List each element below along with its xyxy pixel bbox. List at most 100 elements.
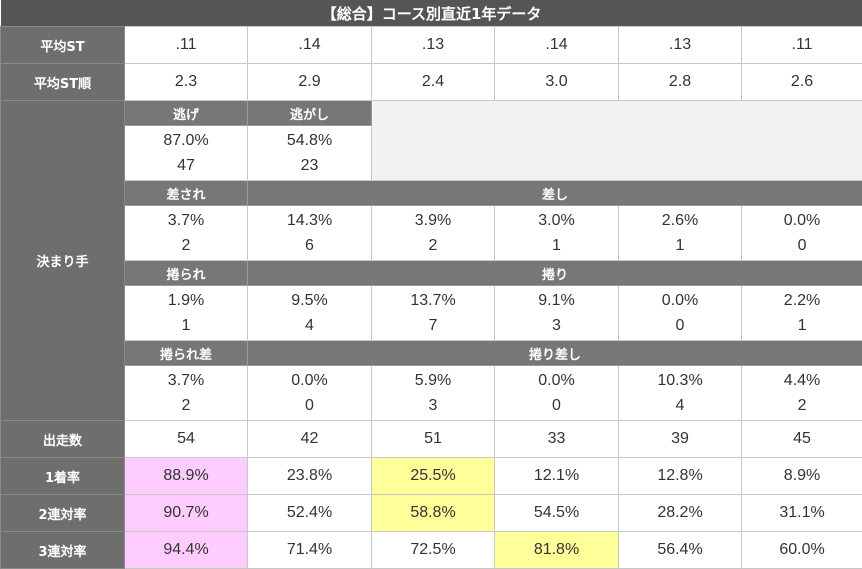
top2-rate-course-2: 52.4% [248,495,372,532]
sasare-count: 2 [125,233,247,258]
makurare-count: 1 [125,313,247,338]
sashi-course-6: 0.0% 0 [742,206,862,261]
starts-course-3: 51 [372,421,495,458]
nigashi-pct: 54.8% [248,128,371,153]
kimarite-label-makurare: 捲られ [125,261,248,286]
top3-rate-course-2: 71.4% [248,532,372,569]
top2-rate-course-3: 58.8% [372,495,495,532]
makurare-sa-cell: 3.7% 2 [125,366,248,421]
makuri-course-5: 0.0% 0 [619,286,742,341]
avg-st-course-2: .14 [248,27,372,64]
kimarite-makuri-sashi-header-row: 捲られ差 捲り差し [1,341,862,366]
sashi-count: 1 [619,233,741,258]
makuri-sashi-pct: 10.3% [619,368,741,393]
kimarite-label-makurare-sa: 捲られ差 [125,341,248,366]
top2-rate-course-6: 31.1% [742,495,862,532]
avg-st-course-4: .14 [495,27,619,64]
win-rate-course-3: 25.5% [372,458,495,495]
makuri-sashi-course-4: 0.0% 0 [495,366,619,421]
makuri-sashi-count: 0 [495,393,618,418]
makuri-sashi-pct: 0.0% [248,368,371,393]
avg-st-rank-course-1: 2.3 [125,64,248,101]
makuri-count: 7 [372,313,494,338]
kimarite-makuri-header-row: 捲られ 捲り [1,261,862,286]
nige-pct: 87.0% [125,128,247,153]
sashi-course-4: 3.0% 1 [495,206,619,261]
makuri-count: 1 [742,313,862,338]
makuri-count: 4 [248,313,371,338]
kimarite-label-makuri-sashi: 捲り差し [248,341,862,366]
sasare-cell: 3.7% 2 [125,206,248,261]
win-rate-course-4: 12.1% [495,458,619,495]
makuri-course-2: 9.5% 4 [248,286,372,341]
sashi-course-5: 2.6% 1 [619,206,742,261]
sashi-count: 2 [372,233,494,258]
top3-rate-course-4: 81.8% [495,532,619,569]
makuri-sashi-count: 4 [619,393,741,418]
avg-st-row: 平均ST .11 .14 .13 .14 .13 .11 [1,27,862,64]
kimarite-makuri-sashi-values-row: 3.7% 2 0.0% 0 5.9% 3 0.0% 0 10.3% 4 4.4%… [1,366,862,421]
row-header-avg-st-rank: 平均ST順 [1,64,125,101]
starts-row: 出走数 54 42 51 33 39 45 [1,421,862,458]
row-header-avg-st: 平均ST [1,27,125,64]
win-rate-course-5: 12.8% [619,458,742,495]
top3-rate-course-3: 72.5% [372,532,495,569]
makuri-sashi-pct: 5.9% [372,368,494,393]
row-header-top3-rate: 3連対率 [1,532,125,569]
starts-course-6: 45 [742,421,862,458]
sashi-pct: 14.3% [248,208,371,233]
nigashi-count: 23 [248,153,371,178]
avg-st-rank-course-6: 2.6 [742,64,862,101]
makuri-pct: 9.1% [495,288,618,313]
makuri-count: 3 [495,313,618,338]
makuri-sashi-pct: 0.0% [495,368,618,393]
avg-st-course-5: .13 [619,27,742,64]
makuri-sashi-count: 0 [248,393,371,418]
top2-rate-course-5: 28.2% [619,495,742,532]
win-rate-course-6: 8.9% [742,458,862,495]
sashi-course-3: 3.9% 2 [372,206,495,261]
avg-st-rank-course-3: 2.4 [372,64,495,101]
row-header-starts: 出走数 [1,421,125,458]
makuri-sashi-course-6: 4.4% 2 [742,366,862,421]
sashi-count: 1 [495,233,618,258]
row-header-win-rate: 1着率 [1,458,125,495]
top3-rate-course-1: 94.4% [125,532,248,569]
win-rate-row: 1着率 88.9% 23.8% 25.5% 12.1% 12.8% 8.9% [1,458,862,495]
makuri-sashi-course-5: 10.3% 4 [619,366,742,421]
row-header-kimarite: 決まり手 [1,101,125,421]
kimarite-empty-area [372,101,862,181]
avg-st-rank-course-4: 3.0 [495,64,619,101]
kimarite-label-nigashi: 逃がし [248,101,372,126]
nige-count: 47 [125,153,247,178]
sasare-pct: 3.7% [125,208,247,233]
makuri-pct: 0.0% [619,288,741,313]
makuri-sashi-pct: 4.4% [742,368,862,393]
sashi-pct: 3.0% [495,208,618,233]
avg-st-course-3: .13 [372,27,495,64]
top2-rate-course-4: 54.5% [495,495,619,532]
makuri-sashi-count: 2 [742,393,862,418]
makurare-sa-count: 2 [125,393,247,418]
makurare-cell: 1.9% 1 [125,286,248,341]
makurare-sa-pct: 3.7% [125,368,247,393]
starts-course-1: 54 [125,421,248,458]
nigashi-cell: 54.8% 23 [248,126,372,181]
row-header-top2-rate: 2連対率 [1,495,125,532]
win-rate-course-1: 88.9% [125,458,248,495]
top3-rate-course-5: 56.4% [619,532,742,569]
kimarite-nige-header-row: 決まり手 逃げ 逃がし [1,101,862,126]
makuri-sashi-course-3: 5.9% 3 [372,366,495,421]
win-rate-course-2: 23.8% [248,458,372,495]
sashi-count: 0 [742,233,862,258]
sashi-pct: 2.6% [619,208,741,233]
sashi-count: 6 [248,233,371,258]
makuri-course-6: 2.2% 1 [742,286,862,341]
starts-course-5: 39 [619,421,742,458]
nige-cell: 87.0% 47 [125,126,248,181]
kimarite-label-sasare: 差され [125,181,248,206]
makuri-sashi-course-2: 0.0% 0 [248,366,372,421]
top3-rate-course-6: 60.0% [742,532,862,569]
